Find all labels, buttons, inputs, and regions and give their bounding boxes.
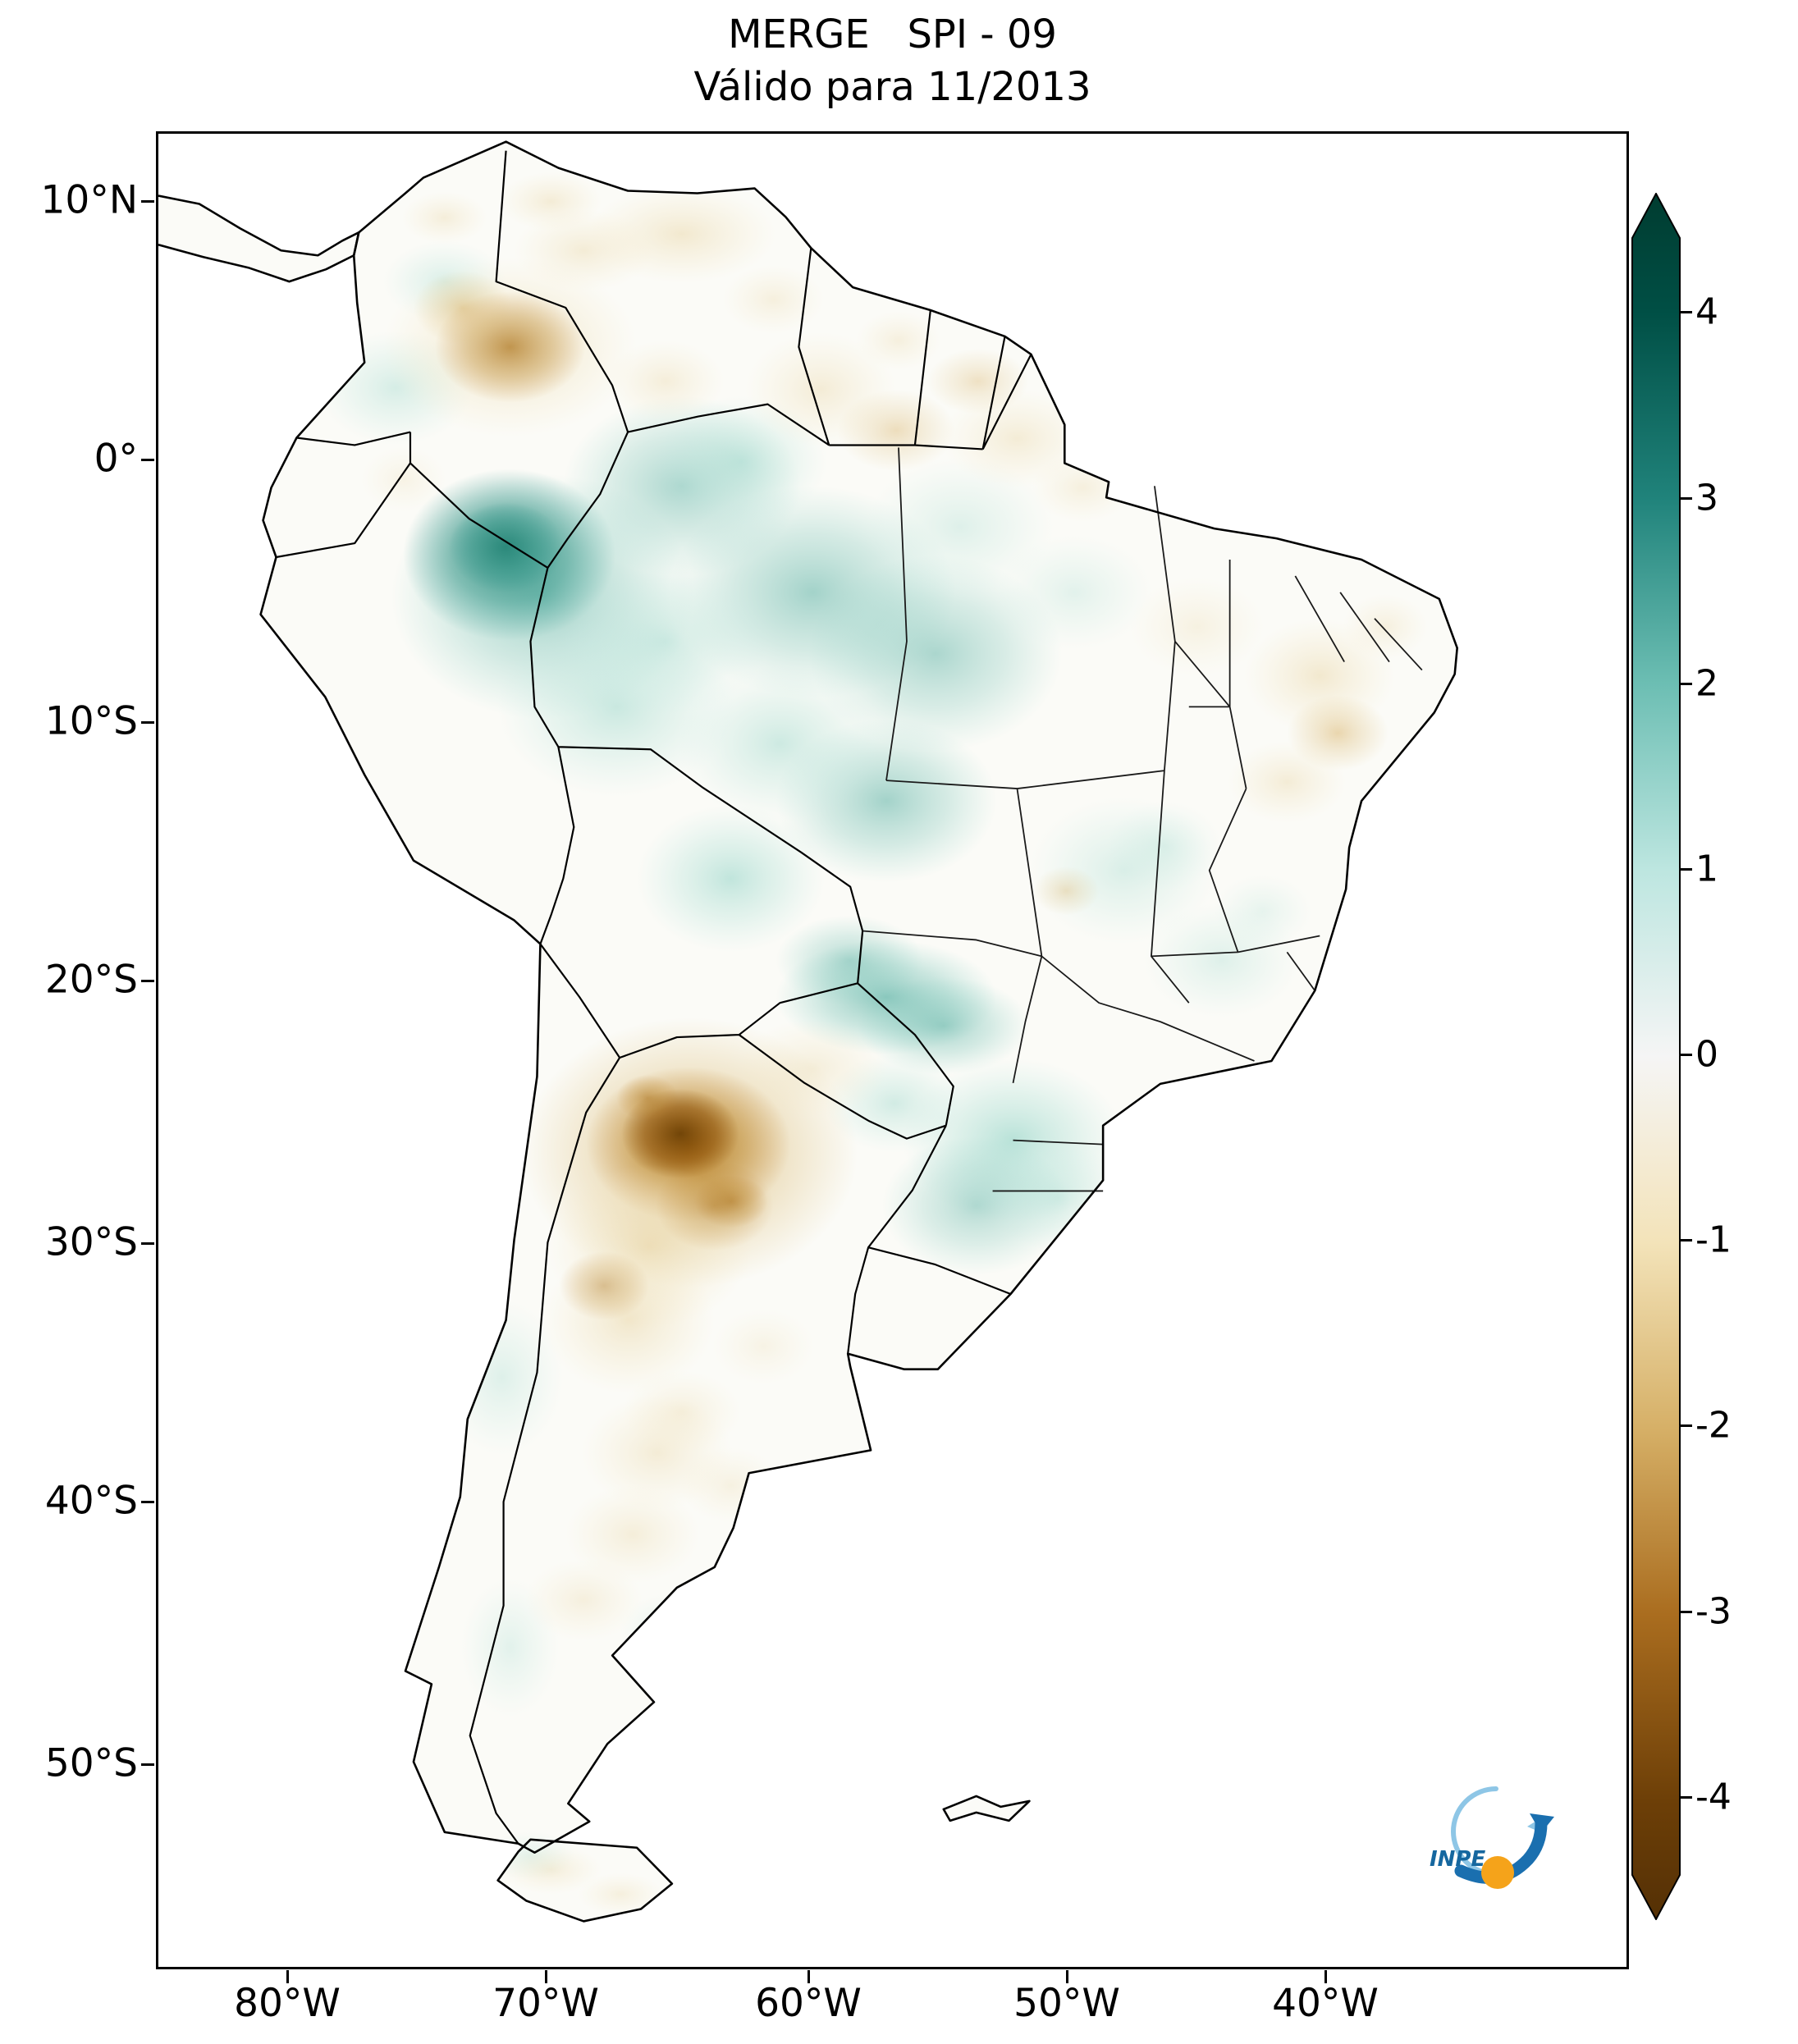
inpe-logo: INPE [1418,1766,1574,1914]
colorbar-tick-mark [1681,1239,1692,1241]
y-tick-mark [141,459,154,461]
x-tick-label: 60°W [755,1981,862,2026]
y-tick-label: 0° [94,436,138,482]
inpe-logo-graphic: INPE [1430,1786,1554,1889]
y-tick-mark [141,721,154,724]
y-tick-label: 10°S [44,698,138,744]
y-tick-label: 30°S [44,1219,138,1265]
x-tick-mark [1324,1970,1327,1983]
x-tick-label: 40°W [1272,1981,1379,2026]
spi-anomaly-field [158,141,1457,1922]
colorbar-tick-mark [1681,311,1692,313]
colorbar [1631,191,1681,1922]
colorbar-tick-mark [1681,1611,1692,1613]
colorbar-tick-mark [1681,868,1692,871]
y-tick-label: 20°S [44,957,138,1003]
x-tick-label: 80°W [234,1981,341,2026]
south-america-map [158,140,1458,1923]
state-borders [862,447,1423,1192]
x-tick-mark [807,1970,810,1983]
colorbar-tick-mark [1681,1796,1692,1799]
x-tick-mark [545,1970,547,1983]
chart-subtitle: Válido para 11/2013 [693,64,1091,110]
y-tick-mark [141,1763,154,1766]
colorbar-tick-mark [1681,1424,1692,1427]
y-tick-label: 40°S [44,1478,138,1524]
coastline [158,140,1458,1923]
x-tick-label: 50°W [1013,1981,1120,2026]
map-axes [156,131,1629,1969]
colorbar-tick-mark [1681,497,1692,500]
y-tick-mark [141,1242,154,1245]
y-tick-label: 10°N [40,177,138,223]
y-tick-mark [141,1501,154,1503]
colorbar-tick-label: -2 [1695,1404,1732,1447]
x-tick-mark [1066,1970,1068,1983]
y-tick-mark [141,980,154,982]
colorbar-tick-label: 3 [1695,477,1718,519]
colorbar-tick-label: -4 [1695,1776,1732,1818]
colorbar-tick-mark [1681,683,1692,685]
colorbar-tick-label: 4 [1695,290,1718,333]
country-borders [276,150,1032,1845]
colorbar-tick-label: 2 [1695,662,1718,705]
colorbar-gradient [1631,191,1681,1922]
inpe-logo-text: INPE [1430,1847,1485,1872]
y-tick-label: 50°S [44,1740,138,1786]
colorbar-tick-label: 0 [1695,1033,1718,1076]
y-tick-mark [141,200,154,203]
colorbar-tick-label: 1 [1695,848,1718,890]
x-tick-mark [286,1970,289,1983]
colorbar-tick-mark [1681,1054,1692,1056]
x-tick-label: 70°W [492,1981,599,2026]
colorbar-tick-label: -1 [1695,1219,1732,1261]
colorbar-tick-label: -3 [1695,1590,1732,1633]
chart-title: MERGE SPI - 09 [728,11,1057,57]
